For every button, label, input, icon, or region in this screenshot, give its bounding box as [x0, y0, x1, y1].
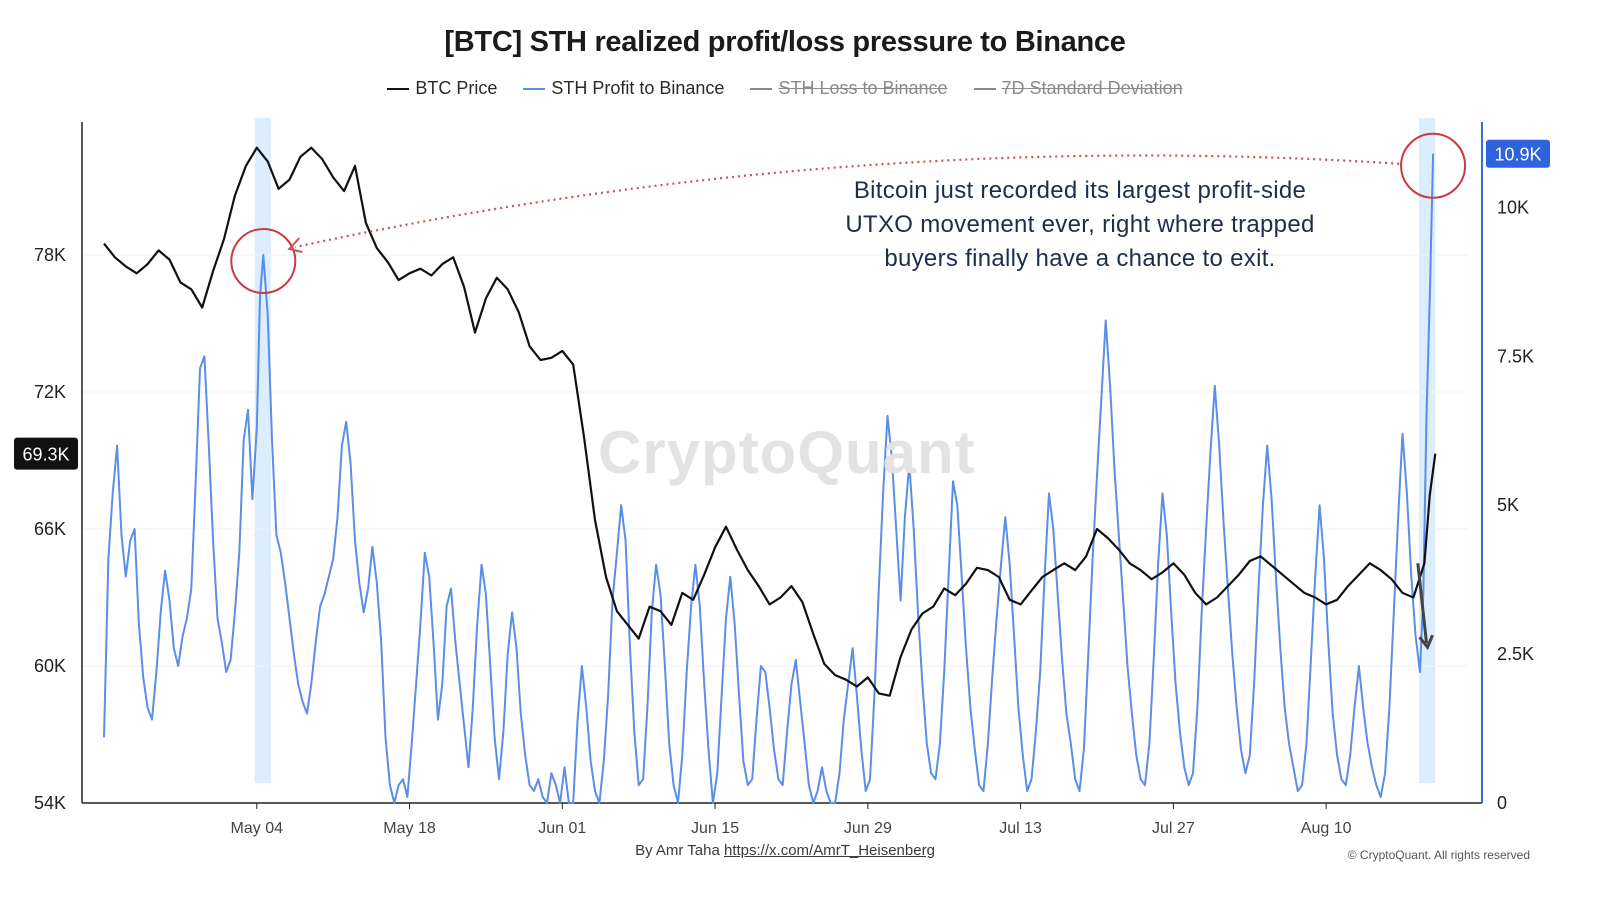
highlight-band: [254, 118, 271, 783]
legend-label: STH Loss to Binance: [778, 78, 948, 98]
legend-swatch: [973, 87, 996, 90]
x-tick-label: Aug 10: [1301, 820, 1352, 837]
callout-arrowhead: [287, 237, 303, 253]
line-sth-profit: [103, 153, 1435, 804]
grid-lines: [82, 254, 1468, 804]
legend-label: 7D Standard Deviation: [1001, 78, 1183, 98]
x-tick-label: Jul 27: [1152, 820, 1195, 837]
legend: BTC Price STH Profit to Binance STH Loss…: [0, 78, 1570, 99]
footer-author: By Amr Taha: [635, 842, 720, 859]
current-price-label: 69.3K: [22, 445, 69, 465]
line-btc-price: [103, 146, 1437, 697]
annotation-line: buyers finally have a chance to exit.: [884, 245, 1276, 272]
callout-circle: [1400, 132, 1467, 199]
chart-title: [BTC] STH realized profit/loss pressure …: [444, 26, 1126, 58]
x-tick-label: Jun 29: [844, 820, 892, 837]
watermark: CryptoQuant: [598, 419, 976, 486]
callout-arrow: [295, 154, 1400, 249]
highlight-bands: [254, 118, 1436, 783]
callouts: [230, 132, 1467, 651]
current-price-badge: [14, 437, 78, 470]
legend-label: BTC Price: [415, 78, 498, 98]
footer-link[interactable]: https://x.com/AmrT_Heisenberg: [724, 842, 935, 859]
legend-swatch: [750, 87, 773, 90]
y-tick-right: 10K: [1497, 197, 1529, 217]
legend-item-sth-loss[interactable]: STH Loss to Binance: [750, 78, 948, 99]
highlight-band: [1418, 118, 1436, 783]
y-tick-right: 7.5K: [1497, 346, 1534, 366]
y-tick-right: 2.5K: [1497, 644, 1534, 664]
annotation-line: Bitcoin just recorded its largest profit…: [853, 177, 1307, 204]
y-tick-left: 72K: [34, 382, 66, 402]
x-tick-label: May 18: [383, 820, 436, 837]
current-profit-badge: [1486, 139, 1550, 168]
callout-circle: [230, 228, 297, 294]
legend-item-btc-price[interactable]: BTC Price: [387, 78, 497, 99]
legend-swatch: [387, 87, 410, 90]
x-tick-label: Jul 13: [999, 820, 1042, 837]
annotation-line: UTXO movement ever, right where trapped: [845, 211, 1315, 238]
trend-arrow: [1416, 563, 1429, 644]
y-tick-left: 60K: [34, 656, 66, 676]
legend-item-sth-profit[interactable]: STH Profit to Binance: [523, 78, 724, 99]
y-tick-left: 66K: [34, 519, 66, 539]
legend-swatch: [523, 87, 546, 90]
axes: [81, 122, 1483, 809]
annotation-text: Bitcoin just recorded its largest profit…: [820, 174, 1340, 276]
legend-label: STH Profit to Binance: [551, 78, 725, 98]
y-tick-right: 0: [1497, 793, 1507, 813]
footer: By Amr Taha https://x.com/AmrT_Heisenber…: [0, 842, 1570, 859]
tick-labels: 54K 60K 66K 72K 78K 0 2.5K 5K 7.5K 10K May 04 May 1…: [14, 139, 1550, 837]
series-btc-price: [103, 146, 1437, 697]
copyright: © CryptoQuant. All rights reserved: [1347, 848, 1530, 862]
series-sth-profit: [103, 153, 1435, 804]
legend-item-7d-std[interactable]: 7D Standard Deviation: [973, 78, 1183, 99]
x-tick-label: May 04: [231, 820, 284, 837]
y-tick-left: 54K: [34, 793, 66, 813]
y-tick-right: 5K: [1497, 495, 1519, 515]
trend-arrowhead: [1418, 634, 1434, 651]
y-tick-left: 78K: [34, 245, 66, 265]
current-profit-label: 10.9K: [1494, 145, 1541, 165]
x-tick-label: Jun 01: [538, 820, 586, 837]
x-tick-label: Jun 15: [691, 820, 739, 837]
